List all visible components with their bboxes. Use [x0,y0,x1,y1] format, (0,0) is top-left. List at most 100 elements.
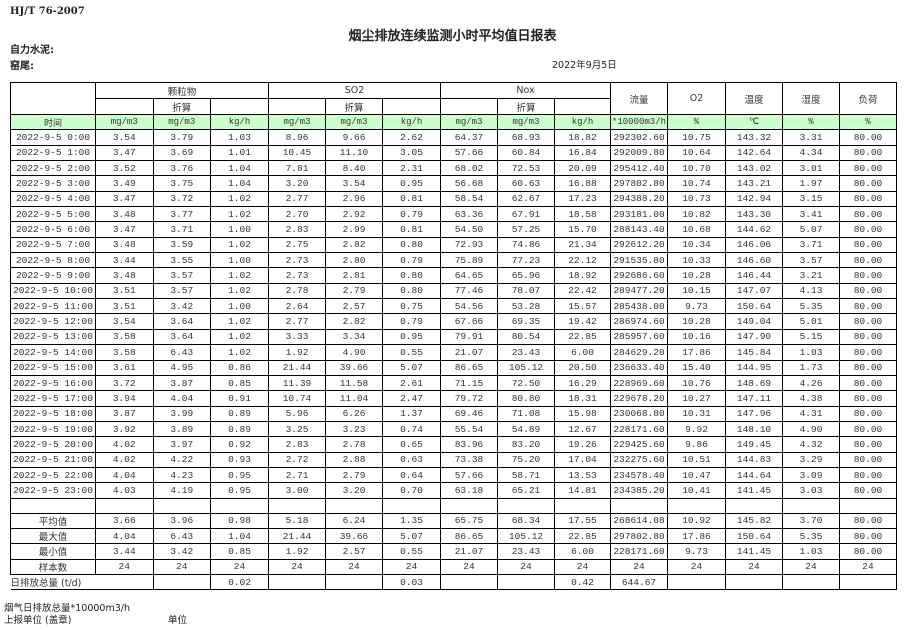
value-cell: 2.92 [325,206,383,223]
value-cell: 3.03 [782,482,840,499]
column-header-load: 负荷 [839,82,897,115]
stat-value: 23.43 [497,543,555,560]
value-cell: 2.47 [382,390,441,407]
value-cell: 71.15 [440,374,498,392]
value-cell: 69.46 [440,405,498,422]
value-cell: 11.39 [268,374,326,392]
value-cell: 297802.80 [610,175,668,192]
stat-value: 2.57 [325,543,383,560]
value-cell: 3.49 [95,175,154,192]
stat-value: 24 [95,558,154,575]
value-cell: 144.95 [725,359,783,376]
value-cell: 4.23 [152,466,211,484]
stat-value: 6.24 [325,512,383,529]
value-cell: 3.51 [95,282,154,300]
value-cell: 80.00 [839,405,897,422]
value-cell: 1.03 [782,344,840,361]
value-cell: 3.57 [152,267,211,284]
value-cell: 0.93 [210,451,269,468]
value-cell: 10.15 [667,282,726,300]
value-cell: 1.97 [782,175,840,192]
value-cell: 2.78 [325,436,383,453]
blank-row [10,497,897,514]
empty-cell [440,497,498,514]
converted-header: 折算 [152,98,211,115]
value-cell: 72.50 [497,374,555,392]
daily-total-value: 644.67 [610,573,668,591]
stat-value: 228171.60 [610,543,668,560]
value-cell: 3.47 [95,144,154,162]
value-cell: 4.04 [152,390,211,407]
value-cell: 80.00 [839,344,897,361]
value-cell: 228171.60 [610,420,668,438]
value-cell: 65.96 [497,267,555,284]
value-cell: 3.57 [782,252,840,269]
time-cell: 2022-9-5 12:00 [10,313,96,330]
value-cell: 3.25 [268,420,326,438]
value-cell: 142.64 [725,144,783,162]
value-cell: 80.00 [839,313,897,330]
value-cell: 1.01 [210,144,269,162]
value-cell: 72.53 [497,160,555,177]
value-cell: 1.73 [782,359,840,376]
value-cell: 3.21 [782,267,840,284]
stat-value: 80.00 [839,512,897,529]
value-cell: 2.31 [382,160,441,177]
value-cell: 8.40 [325,160,383,177]
unit-cell: kg/h [210,113,269,131]
value-cell: 144.83 [725,451,783,468]
value-cell: 146.60 [725,252,783,269]
table-row: 2022-9-5 12:00 3.54 3.64 1.02 2.77 2.82 0.79 67… [10,313,897,330]
time-cell: 2022-9-5 19:00 [10,420,96,438]
time-cell: 2022-9-5 8:00 [10,252,96,269]
value-cell: 3.05 [382,144,441,162]
value-cell: 78.07 [497,282,555,300]
value-cell: 71.08 [497,405,555,422]
reporting-unit-label: 上报单位 (盖章) [4,615,72,626]
value-cell: 0.70 [382,482,441,499]
empty-cell [782,497,840,514]
value-cell: 80.54 [497,328,555,346]
time-cell: 2022-9-5 4:00 [10,190,96,208]
value-cell: 11.58 [325,374,383,392]
stat-value: 24 [152,558,211,575]
stat-value: 68.34 [497,512,555,529]
stat-value: 105.12 [497,527,555,545]
value-cell: 60.84 [497,144,555,162]
value-cell: 54.56 [440,298,498,315]
column-header-humidity: 湿度 [782,82,840,115]
value-cell: 1.00 [210,221,269,238]
value-cell: 288143.40 [610,221,668,238]
value-cell: 2.70 [268,206,326,223]
value-cell: 4.31 [782,405,840,422]
value-cell: 4.90 [782,420,840,438]
value-cell: 83.96 [440,436,498,453]
empty-header-cell [95,98,154,115]
value-cell: 1.02 [210,206,269,223]
daily-total-value: 0.03 [382,573,441,591]
value-cell: 292612.20 [610,236,668,254]
table-row: 2022-9-5 0:00 3.54 3.79 1.03 8.96 9.66 2.62 64.… [10,129,897,146]
value-cell: 4.34 [782,144,840,162]
value-cell: 2.57 [325,298,383,315]
stat-value: 24 [382,558,441,575]
stat-value: 80.00 [839,543,897,560]
stat-value: 3.66 [95,512,154,529]
value-cell: 289477.20 [610,282,668,300]
value-cell: 83.20 [497,436,555,453]
value-cell: 5.35 [782,298,840,315]
empty-cell [725,497,783,514]
time-cell: 2022-9-5 1:00 [10,144,96,162]
value-cell: 80.00 [839,144,897,162]
value-cell: 80.00 [839,252,897,269]
value-cell: 79.91 [440,328,498,346]
value-cell: 143.02 [725,160,783,177]
value-cell: 3.89 [152,420,211,438]
time-cell: 2022-9-5 7:00 [10,236,96,254]
stat-value: 141.45 [725,543,783,560]
stat-value: 24 [268,558,326,575]
value-cell: 21.44 [268,359,326,376]
value-cell: 17.23 [554,190,611,208]
value-cell: 15.40 [667,359,726,376]
value-cell: 3.55 [152,252,211,269]
